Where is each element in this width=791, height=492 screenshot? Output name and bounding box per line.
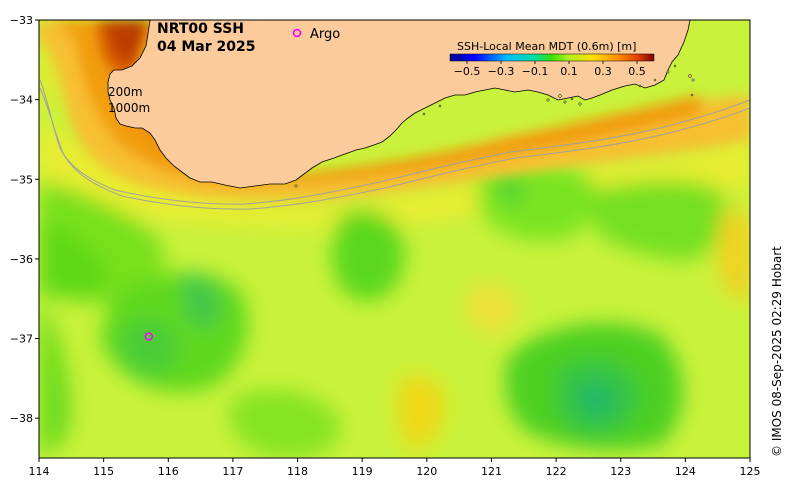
y-tick-label: −36 [10, 253, 33, 266]
x-axis: 114 115 116 117 118 119 120 121 122 123 124 125 [29, 458, 761, 478]
x-tick-label: 119 [352, 465, 373, 478]
argo-legend-label: Argo [310, 27, 340, 42]
colorbar [449, 53, 655, 62]
isobath-label-200m: 200m [108, 85, 143, 99]
colorbar-tick-label: 0.3 [594, 65, 612, 78]
x-tick-label: 118 [287, 465, 308, 478]
x-tick-label: 114 [29, 465, 50, 478]
y-tick-label: −33 [10, 14, 33, 27]
colorbar-tick-label: −0.3 [488, 65, 515, 78]
argo-legend-icon [292, 28, 302, 38]
australia-landmass [107, 20, 691, 189]
ssh-field [39, 20, 750, 458]
x-tick-label: 120 [416, 465, 437, 478]
isobath-1000m [39, 87, 750, 210]
x-tick-label: 115 [93, 465, 114, 478]
y-tick-label: −38 [10, 412, 33, 425]
x-tick-label: 124 [675, 465, 696, 478]
y-tick-label: −37 [10, 333, 33, 346]
y-tick-label: −34 [10, 94, 33, 107]
x-tick-label: 121 [481, 465, 502, 478]
colorbar-tick-label: −0.5 [454, 65, 481, 78]
colorbar-title: SSH-Local Mean MDT (0.6m) [m] [457, 40, 636, 53]
y-tick-label: −35 [10, 173, 33, 186]
x-tick-label: 125 [740, 465, 761, 478]
colorbar-tick-label: 0.5 [628, 65, 646, 78]
product-title: NRT00 SSH [157, 21, 244, 37]
y-axis: −33 −34 −35 −36 −37 −38 [10, 14, 39, 425]
x-tick-label: 116 [158, 465, 179, 478]
isobath-label-1000m: 1000m [108, 101, 150, 115]
argo-float-marker [144, 332, 154, 341]
x-tick-label: 122 [546, 465, 567, 478]
isobath-200m [39, 79, 750, 205]
date-title: 04 Mar 2025 [157, 39, 255, 55]
x-tick-label: 117 [222, 465, 243, 478]
colorbar-tick-label: 0.1 [560, 65, 578, 78]
colorbar-ticks: −0.5 −0.3 −0.1 0.1 0.3 0.5 [454, 61, 646, 78]
x-tick-label: 123 [610, 465, 631, 478]
plot-frame [38, 19, 751, 459]
colorbar-tick-label: −0.1 [522, 65, 549, 78]
credit-text: © IMOS 08-Sep-2025 02:29 Hobart [770, 246, 784, 457]
